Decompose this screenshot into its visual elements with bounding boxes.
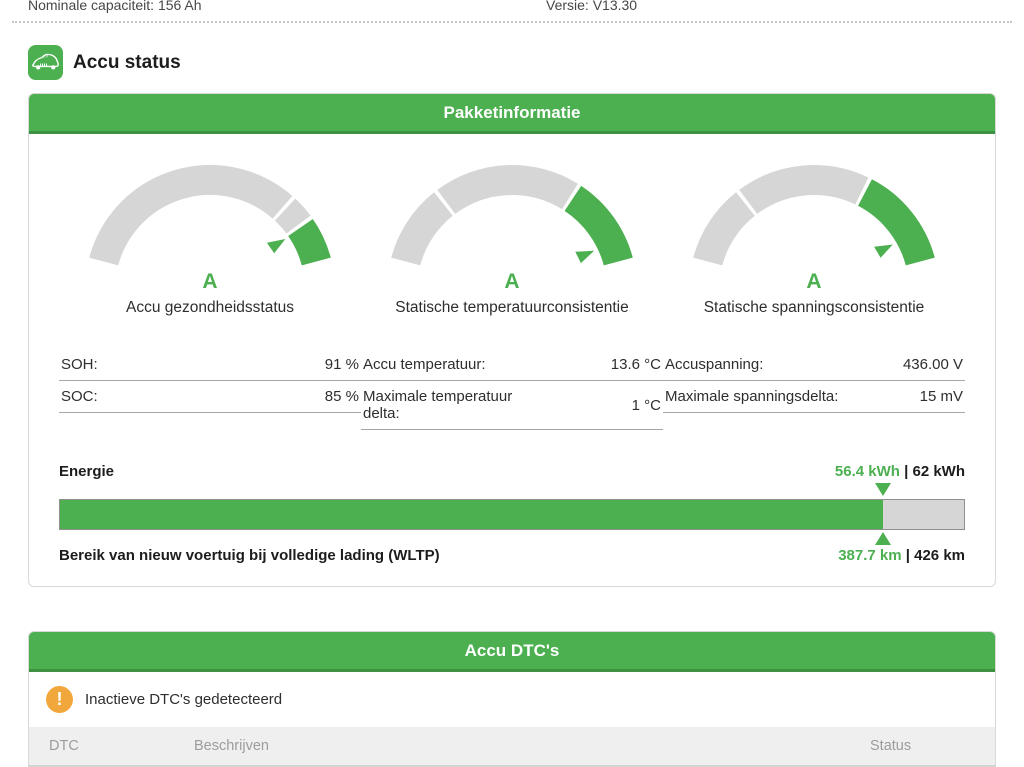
gauge-voltage: A Statische spanningsconsistentie Accusp… — [663, 148, 965, 430]
stat-label: SOC: — [59, 380, 241, 413]
table-row: Accuspanning: 436.00 V — [663, 349, 965, 381]
stat-value: 91 % — [240, 349, 361, 381]
stat-value: 1 °C — [542, 380, 663, 430]
dtc-banner: Accu DTC's — [29, 632, 995, 672]
voltage-grade: A — [806, 270, 822, 293]
description-column-header: Beschrijven — [194, 738, 269, 754]
dtc-notice-row: ! Inactieve DTC's gedetecteerd — [29, 672, 995, 727]
range-label: Bereik van nieuw voertuig bij volledige … — [59, 547, 440, 564]
dtc-table-header: DTC Beschrijven Status — [29, 727, 995, 765]
energy-progress-bar — [59, 499, 965, 530]
table-row: Accu temperatuur: 13.6 °C — [361, 349, 663, 381]
stat-value: 13.6 °C — [542, 349, 663, 381]
health-stats-table: SOH: 91 % SOC: 85 % — [59, 349, 361, 413]
gauge-health: A Accu gezondheidsstatus SOH: 91 % SOC: … — [59, 148, 361, 430]
stat-label: Maximale temperatuur delta: — [361, 380, 543, 430]
energy-marker-down-icon — [875, 483, 892, 496]
energy-max-value: 62 kWh — [912, 463, 965, 480]
stat-value: 15 mV — [844, 380, 965, 413]
dtc-notice-text: Inactieve DTC's gedetecteerd — [85, 691, 283, 708]
temperature-gauge-chart — [391, 165, 633, 266]
table-row: SOH: 91 % — [59, 349, 361, 381]
temperature-gauge-label: Statische temperatuurconsistentie — [395, 299, 629, 316]
temperature-stats-table: Accu temperatuur: 13.6 °C Maximale tempe… — [361, 349, 663, 430]
warning-icon: ! — [46, 686, 73, 713]
page-title: Accu status — [73, 51, 181, 73]
range-max-value: 426 km — [914, 547, 965, 564]
range-values: 387.7 km | 426 km — [838, 547, 965, 564]
voltage-gauge-label: Statische spanningsconsistentie — [703, 299, 925, 316]
table-row-divider — [29, 765, 995, 767]
report-meta: Nominale capaciteit: 156 Ah Versie: V13.… — [28, 0, 996, 15]
energy-label: Energie — [59, 463, 115, 480]
stat-value: 85 % — [240, 380, 361, 413]
pack-info-panel: Pakketinformatie A Accu gezondheidsstatu… — [28, 93, 996, 587]
energy-current-value: 56.4 kWh — [834, 463, 900, 480]
table-row: Maximale temperatuur delta: 1 °C — [361, 380, 663, 430]
health-grade: A — [202, 270, 218, 293]
status-column-header: Status — [870, 738, 912, 754]
gauge-temperature: A Statische temperatuurconsistentie Accu… — [361, 148, 663, 430]
svg-text:EV: EV — [43, 54, 49, 59]
stat-label: Accuspanning: — [663, 349, 845, 381]
version-text: Versie: V13.30 — [546, 0, 638, 13]
dtc-panel: Accu DTC's ! Inactieve DTC's gedetecteer… — [28, 631, 996, 767]
energy-progress-fill — [60, 500, 883, 529]
table-row: SOC: 85 % — [59, 380, 361, 413]
health-gauge-chart — [89, 165, 331, 266]
pack-info-banner: Pakketinformatie — [29, 94, 995, 134]
health-gauge-label: Accu gezondheidsstatus — [125, 299, 295, 316]
range-marker-up-icon — [875, 532, 892, 545]
nominal-capacity-text: Nominale capaciteit: 156 Ah — [28, 0, 202, 13]
ev-car-icon: EV — [28, 45, 63, 80]
voltage-gauge-chart — [693, 165, 935, 266]
range-current-value: 387.7 km — [838, 547, 902, 564]
stat-value: 436.00 V — [844, 349, 965, 381]
gauges-row: A Accu gezondheidsstatus SOH: 91 % SOC: … — [59, 148, 965, 430]
divider — [12, 21, 1012, 23]
value-separator: | — [904, 463, 909, 480]
table-row: Maximale spanningsdelta: 15 mV — [663, 380, 965, 413]
voltage-stats-table: Accuspanning: 436.00 V Maximale spanning… — [663, 349, 965, 413]
value-separator: | — [905, 547, 910, 564]
temperature-grade: A — [504, 270, 520, 293]
stat-label: Accu temperatuur: — [361, 349, 543, 381]
stat-label: SOH: — [59, 349, 241, 381]
dtc-column-header: DTC — [49, 738, 79, 754]
section-header: EV Accu status — [28, 45, 996, 80]
stat-label: Maximale spanningsdelta: — [663, 380, 845, 413]
energy-values: 56.4 kWh | 62 kWh — [835, 463, 965, 480]
